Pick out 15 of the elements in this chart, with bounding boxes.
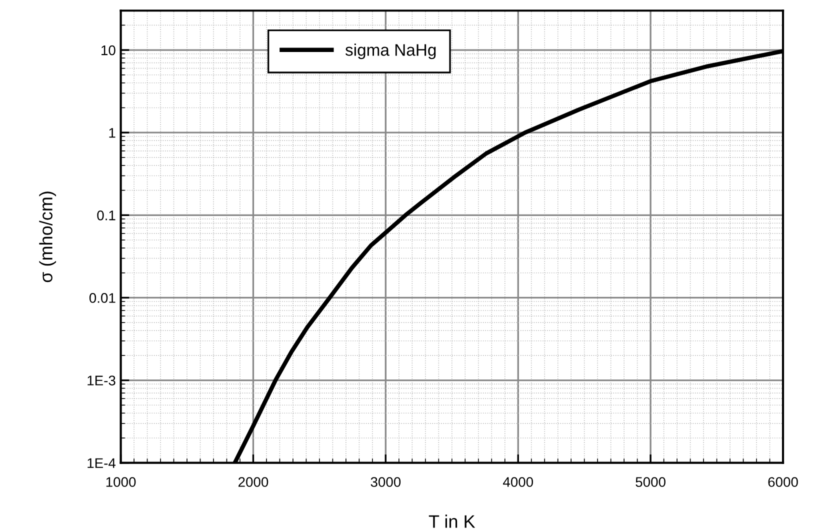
y-tick-label: 1E-3	[88, 376, 116, 386]
x-axis-title: T in K	[428, 514, 476, 528]
y-tick-label: 10	[102, 45, 116, 56]
y-axis-title: σ (mho/cm)	[39, 192, 56, 282]
y-tick-label: 0.1	[97, 210, 116, 220]
x-tick-label: 5000	[636, 477, 666, 487]
x-tick-label: 6000	[768, 477, 798, 487]
x-tick-label: 1000	[106, 477, 136, 487]
y-tick-label: 0.01	[89, 293, 116, 303]
x-tick-label: 4000	[503, 477, 534, 487]
legend-label: sigma NaHg	[345, 44, 436, 60]
x-tick-label: 3000	[370, 477, 401, 487]
y-tick-label: 1E-4	[88, 458, 116, 468]
y-tick-label: 1	[109, 128, 116, 138]
x-tick-label: 2000	[238, 477, 268, 487]
